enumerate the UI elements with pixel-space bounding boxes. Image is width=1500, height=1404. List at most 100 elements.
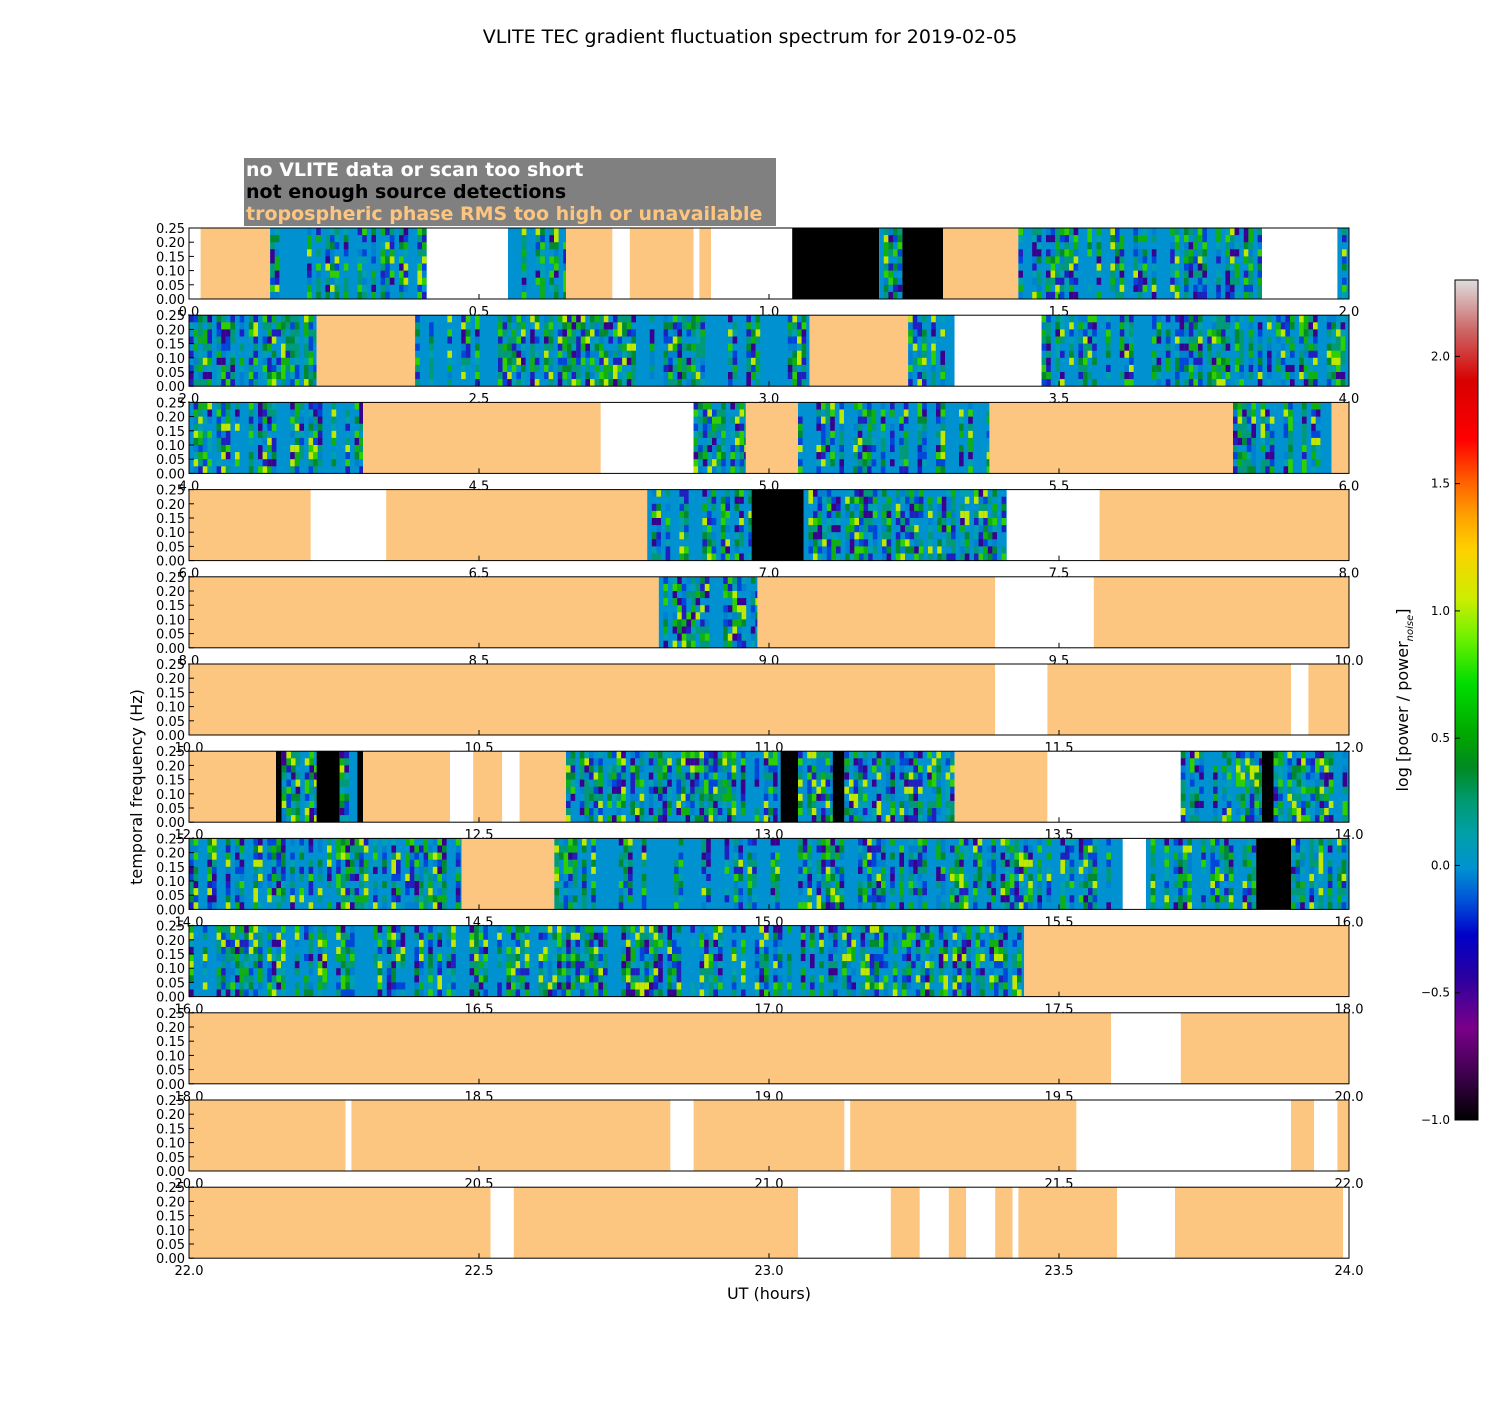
spectrum-cell [686, 577, 691, 584]
spectrum-cell [267, 895, 272, 902]
spectrum-cell [695, 815, 700, 822]
spectrum-cell [344, 292, 349, 299]
spectrum-cell [826, 794, 831, 801]
spectrum-cell [1198, 271, 1203, 278]
spectrum-cell [797, 351, 802, 358]
spectrum-cell [936, 758, 941, 765]
spectrum-cell [1247, 466, 1252, 473]
spectrum-cell [664, 337, 669, 344]
spectrum-cell [568, 860, 573, 867]
spectrum-cell [1230, 228, 1235, 235]
spectrum-cell [263, 337, 268, 344]
spectrum-cell [932, 808, 937, 815]
spectrum-cell [584, 794, 589, 801]
spectrum-cell [536, 256, 541, 263]
spectrum-cell [290, 365, 295, 372]
spectrum-cell [307, 292, 312, 299]
spectrum-cell [1299, 379, 1304, 386]
spectrum-cell [900, 546, 905, 553]
legend-entry-tropo-rms: tropospheric phase RMS too high or unava… [246, 203, 762, 225]
spectrum-cell [764, 780, 769, 787]
spectrum-cell [797, 365, 802, 372]
spectrum-cell [959, 431, 964, 438]
spectrum-cell [1120, 322, 1125, 329]
spectrum-cell [732, 765, 737, 772]
spectrum-cell [253, 322, 258, 329]
spectrum-cell [818, 532, 823, 539]
spectrum-cell [314, 751, 317, 758]
spectrum-cell [909, 751, 914, 758]
spectrum-cell [340, 773, 345, 780]
spectrum-cell [927, 765, 932, 772]
spectrum-cell [1343, 773, 1348, 780]
spectrum-cell [359, 902, 364, 909]
spectrum-cell [1320, 758, 1325, 765]
spectrum-cell [358, 235, 363, 242]
spectrum-cell [1097, 242, 1102, 249]
spectrum-cell [712, 554, 717, 561]
spectrum-cell [937, 497, 942, 504]
spectrum-cell [1193, 271, 1198, 278]
spectrum-cell [877, 794, 882, 801]
spectrum-cell [594, 758, 599, 765]
spectrum-cell [617, 751, 622, 758]
spectrum-cell [554, 860, 559, 867]
spectrum-cell [695, 787, 700, 794]
spectrum-cell [355, 424, 360, 431]
spectrum-cell [684, 490, 689, 497]
spectrum-cell [1190, 794, 1195, 801]
spectrum-cell [900, 511, 905, 518]
spectrum-cell [419, 838, 424, 845]
spectrum-cell [937, 525, 942, 532]
spectrum-cell [359, 431, 363, 438]
spectrum-cell [886, 787, 891, 794]
spectrum-cell [344, 285, 349, 292]
spectrum-cell [713, 751, 718, 758]
spectrum-cell [390, 271, 395, 278]
spectrum-cell [198, 445, 203, 452]
spectrum-cell [1320, 815, 1325, 822]
spectrum-cell [882, 504, 887, 511]
spectrum-cell [808, 539, 813, 546]
spectrum-cell [404, 249, 409, 256]
spectrum-cell [522, 242, 527, 249]
spectrum-cell [307, 228, 312, 235]
spectrum-cell [567, 358, 572, 365]
spectrum-cell [679, 511, 684, 518]
spectrum-cell [580, 787, 585, 794]
spectrum-cell [854, 758, 859, 765]
spectrum-cell [877, 808, 882, 815]
spectrum-cell [391, 860, 396, 867]
spectrum-cell [535, 351, 540, 358]
spectrum-cell [1236, 808, 1241, 815]
spectrum-cell [330, 264, 335, 271]
spectrum-cell [1230, 292, 1235, 299]
spectrum-cell [1216, 337, 1221, 344]
spectrum-cell [598, 780, 603, 787]
spectrum-cell [960, 504, 965, 511]
spectrum-cell [272, 881, 277, 888]
spectrum-cell [1221, 351, 1226, 358]
spectrum-cell [668, 337, 673, 344]
spectrum-cell [391, 853, 396, 860]
spectrum-cell [540, 278, 545, 285]
spectrum-cell [475, 344, 480, 351]
spectrum-cell [703, 459, 708, 466]
spectrum-cell [410, 860, 415, 867]
spectrum-cell [839, 410, 844, 417]
spectrum-cell [853, 466, 858, 473]
spectrum-cell [345, 445, 350, 452]
spectrum-cell [1297, 773, 1302, 780]
spectrum-cell [751, 351, 756, 358]
spectrum-cell [598, 787, 603, 794]
spectrum-cell [1097, 235, 1102, 242]
spectrum-cell [282, 780, 287, 787]
spectrum-cell [1276, 329, 1281, 336]
status-block [566, 228, 612, 299]
spectrum-cell [1152, 351, 1157, 358]
spectrum-cell [475, 358, 480, 365]
spectrum-cell [717, 466, 722, 473]
spectrum-cell [1055, 337, 1060, 344]
spectrum-cell [946, 815, 951, 822]
spectrum-cell [1032, 242, 1037, 249]
